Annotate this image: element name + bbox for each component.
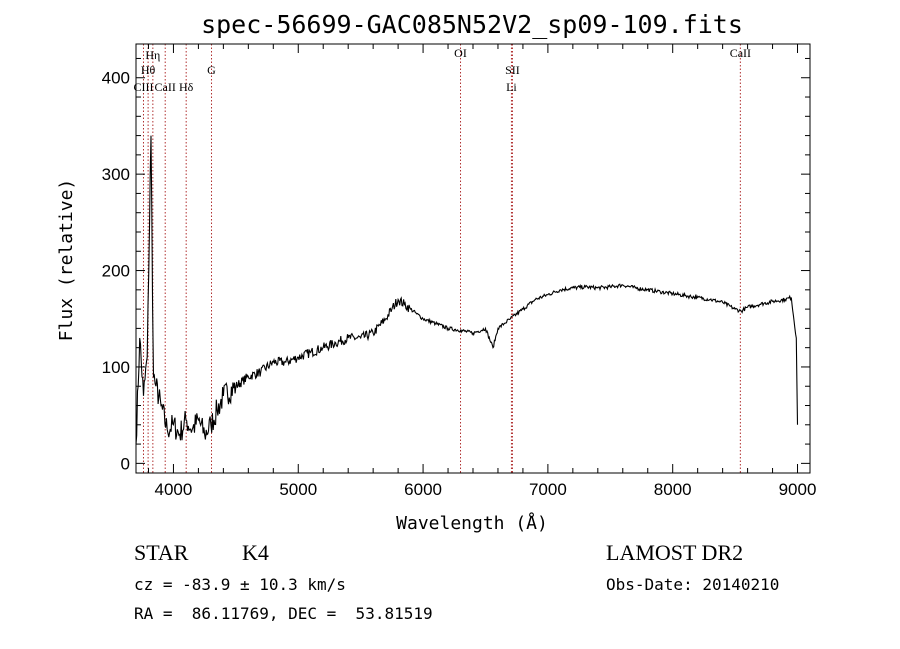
y-tick-label: 100 bbox=[102, 358, 130, 377]
x-tick-label: 5000 bbox=[279, 480, 317, 499]
object-class-label: STAR bbox=[134, 540, 189, 565]
y-tick-label: 300 bbox=[102, 165, 130, 184]
redshift-label: cz = -83.9 ± 10.3 km/s bbox=[134, 575, 346, 594]
x-tick-label: 8000 bbox=[654, 480, 692, 499]
y-tick-label: 0 bbox=[121, 454, 130, 473]
survey-label: LAMOST DR2 bbox=[606, 540, 744, 565]
spectrum-series-line bbox=[135, 135, 799, 445]
y-tick-label: 200 bbox=[102, 262, 130, 281]
subclass-label: K4 bbox=[242, 540, 269, 565]
x-tick-label: 6000 bbox=[404, 480, 442, 499]
spectral-line-markers bbox=[142, 44, 741, 473]
spectral-line-label: Hθ bbox=[141, 63, 156, 77]
spectral-line-label: CaII bbox=[730, 46, 751, 60]
coordinates-label: RA = 86.11769, DEC = 53.81519 bbox=[134, 604, 433, 623]
spectral-line-label: CIII bbox=[133, 80, 153, 94]
y-axis-ticks: 0 100 200 300 400 bbox=[102, 57, 810, 473]
spectral-line-label: Hη bbox=[145, 48, 160, 62]
x-tick-label: 9000 bbox=[779, 480, 817, 499]
x-tick-label: 7000 bbox=[529, 480, 567, 499]
x-axis-ticks: 4000 5000 6000 7000 8000 9000 bbox=[147, 44, 817, 499]
obs-date-label: Obs-Date: 20140210 bbox=[606, 575, 780, 594]
spectral-line-label: SII bbox=[505, 63, 520, 77]
spectral-line-label: Li bbox=[506, 80, 517, 94]
spectral-line-label: OI bbox=[454, 46, 467, 60]
spectral-line-label: G bbox=[207, 63, 216, 77]
spectral-line-label: Hδ bbox=[179, 80, 194, 94]
x-axis-label: Wavelength (Å) bbox=[396, 512, 548, 534]
y-tick-label: 400 bbox=[102, 69, 130, 88]
spectral-line-label: CaII bbox=[155, 80, 176, 94]
plot-frame bbox=[135, 43, 811, 474]
y-axis-label: Flux (relative) bbox=[56, 179, 77, 342]
x-tick-label: 4000 bbox=[155, 480, 193, 499]
chart-title: spec-56699-GAC085N52V2_sp09-109.fits bbox=[201, 10, 743, 39]
